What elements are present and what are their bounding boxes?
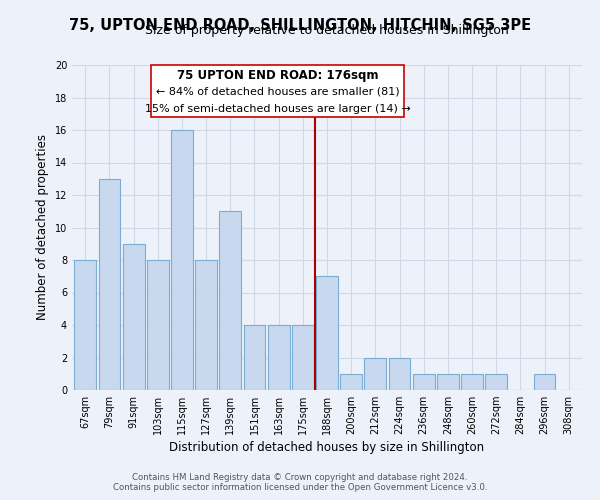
X-axis label: Distribution of detached houses by size in Shillington: Distribution of detached houses by size … bbox=[169, 442, 485, 454]
Text: Contains HM Land Registry data © Crown copyright and database right 2024.
Contai: Contains HM Land Registry data © Crown c… bbox=[113, 473, 487, 492]
Bar bbox=[147, 260, 169, 390]
Bar bbox=[316, 276, 338, 390]
Bar bbox=[98, 179, 121, 390]
Bar bbox=[340, 374, 362, 390]
Bar bbox=[364, 358, 386, 390]
Bar bbox=[389, 358, 410, 390]
Title: Size of property relative to detached houses in Shillington: Size of property relative to detached ho… bbox=[145, 24, 509, 38]
Bar bbox=[220, 211, 241, 390]
Bar bbox=[437, 374, 459, 390]
Bar bbox=[461, 374, 483, 390]
Bar bbox=[74, 260, 96, 390]
Text: ← 84% of detached houses are smaller (81): ← 84% of detached houses are smaller (81… bbox=[155, 87, 399, 97]
Bar bbox=[244, 325, 265, 390]
Bar bbox=[268, 325, 290, 390]
Bar bbox=[292, 325, 314, 390]
FancyBboxPatch shape bbox=[151, 65, 404, 117]
Bar bbox=[485, 374, 507, 390]
Bar bbox=[195, 260, 217, 390]
Bar bbox=[413, 374, 434, 390]
Y-axis label: Number of detached properties: Number of detached properties bbox=[36, 134, 49, 320]
Text: 75 UPTON END ROAD: 176sqm: 75 UPTON END ROAD: 176sqm bbox=[177, 69, 378, 82]
Bar bbox=[533, 374, 556, 390]
Text: 75, UPTON END ROAD, SHILLINGTON, HITCHIN, SG5 3PE: 75, UPTON END ROAD, SHILLINGTON, HITCHIN… bbox=[69, 18, 531, 32]
Bar bbox=[123, 244, 145, 390]
Bar bbox=[171, 130, 193, 390]
Text: 15% of semi-detached houses are larger (14) →: 15% of semi-detached houses are larger (… bbox=[145, 104, 410, 114]
